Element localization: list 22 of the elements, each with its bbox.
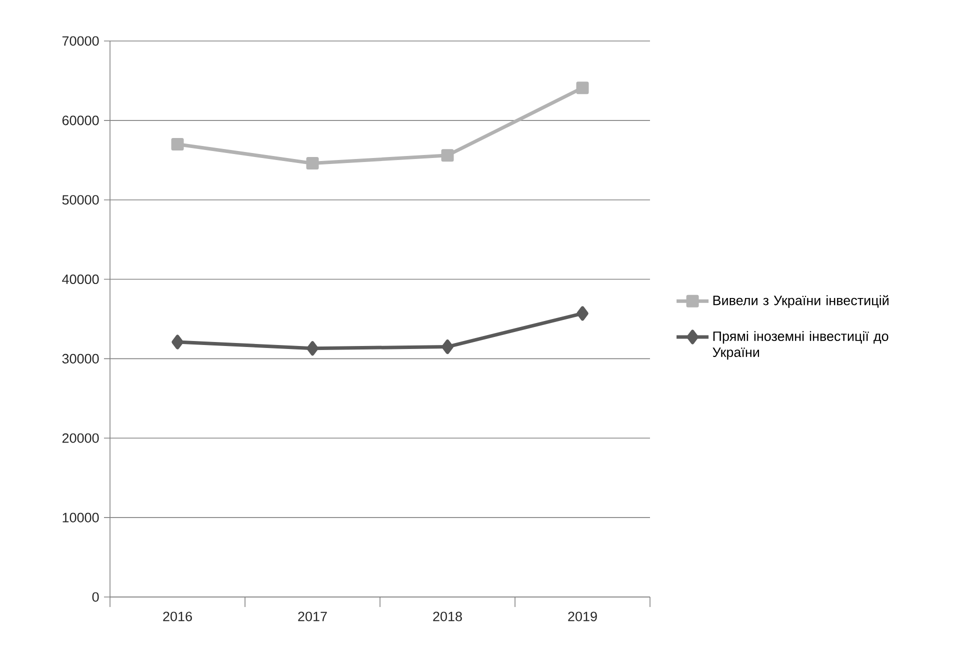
y-tick-label: 60000 <box>62 116 99 126</box>
legend-label: Вивели з України інвестицій <box>713 295 888 308</box>
point <box>306 341 318 356</box>
y-tick-label: 40000 <box>62 274 99 284</box>
x-tick-label: 2016 <box>163 612 192 622</box>
y-tick-label: 20000 <box>62 433 99 443</box>
point <box>172 334 184 350</box>
y-tick-label: 50000 <box>62 195 99 205</box>
y-tick-label: 70000 <box>62 36 99 46</box>
x-tick-label: 2018 <box>433 612 462 622</box>
y-tick-label: 30000 <box>62 354 99 364</box>
point <box>576 306 588 321</box>
point <box>576 82 589 94</box>
point <box>441 149 454 162</box>
point <box>306 157 319 170</box>
point <box>171 138 184 150</box>
x-tick-label: 2019 <box>568 612 597 622</box>
legend-label: Прямі іноземні інвестиції до України <box>712 331 888 360</box>
point <box>442 340 454 354</box>
y-tick-label: 0 <box>92 592 99 602</box>
y-tick-label: 10000 <box>62 512 99 522</box>
x-tick-label: 2017 <box>298 612 327 622</box>
